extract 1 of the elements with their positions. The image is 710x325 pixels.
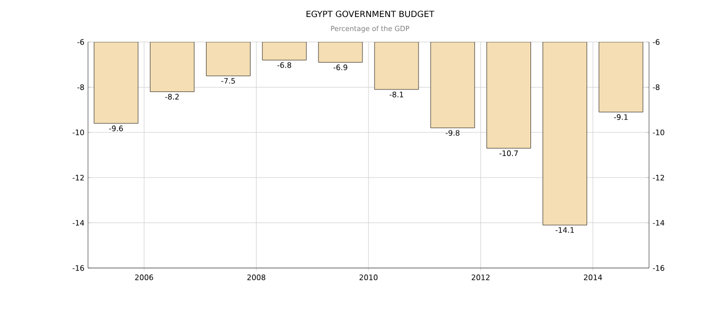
chart-title: EGYPT GOVERNMENT BUDGET [306, 10, 434, 18]
